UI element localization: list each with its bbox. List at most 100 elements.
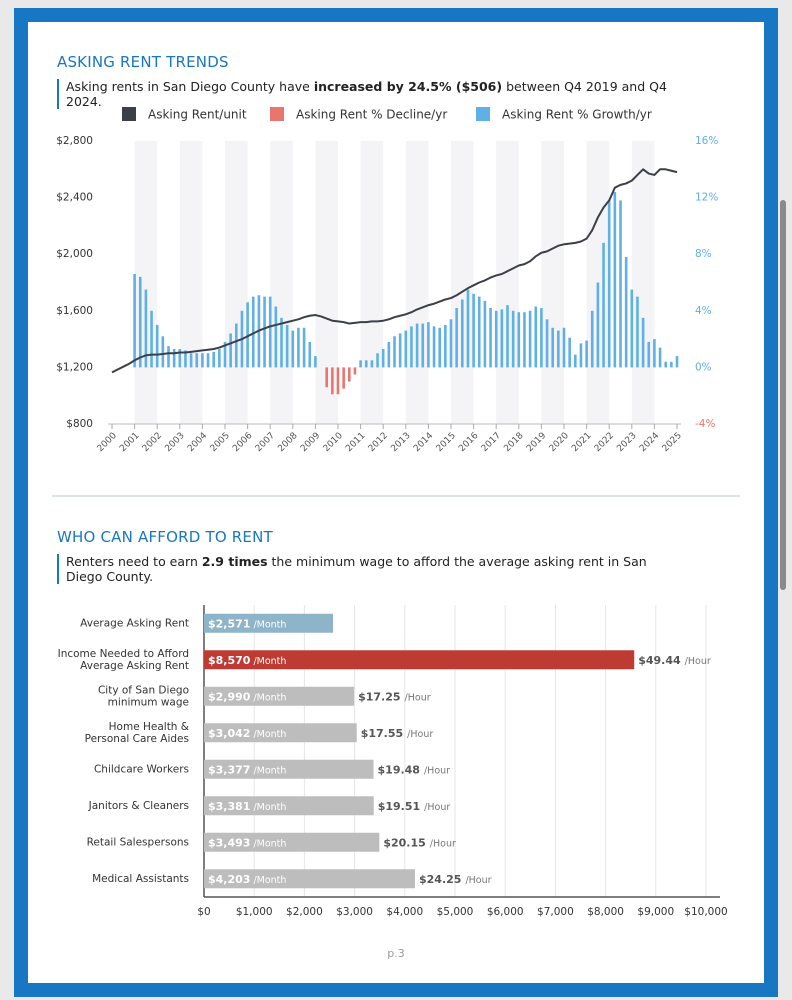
bar [280, 317, 283, 368]
bar [133, 274, 136, 368]
legend-swatch [270, 107, 284, 121]
bar [624, 257, 628, 368]
y-tick-label: $2,000 [56, 248, 93, 260]
x-tick-label: 2006 [231, 431, 254, 454]
hourly-label: $20.15/Hour [383, 836, 456, 849]
bar [342, 367, 345, 389]
bar [551, 327, 554, 368]
y-tick-label: $2,400 [56, 192, 93, 204]
y2-tick-label: 12% [695, 192, 718, 204]
value-label: $3,493/Month [208, 836, 286, 849]
category-label: minimum wage [108, 696, 189, 708]
x-tick-label: 2007 [254, 431, 277, 454]
value: $49.44 [638, 654, 681, 667]
x-tick-label: 2024 [638, 431, 661, 454]
y2-tick-label: -4% [695, 418, 715, 430]
x-tick-label: 2003 [163, 431, 186, 454]
bar [204, 723, 357, 743]
stripe [360, 141, 384, 424]
hourly-label: $49.44/Hour [638, 654, 711, 667]
hourly-label: $17.55/Hour [361, 727, 434, 740]
bar [218, 349, 221, 368]
bar [607, 200, 611, 368]
bar [204, 686, 355, 706]
x-tick-label: 2023 [615, 431, 638, 454]
bar [568, 337, 571, 368]
x-tick-label: 2005 [209, 431, 232, 454]
stripe [225, 141, 248, 424]
hourly-label: $17.25/Hour [358, 690, 431, 703]
value: $24.25 [419, 873, 461, 886]
x-tick-label: 2014 [412, 431, 435, 454]
bar [398, 333, 402, 368]
bar [161, 336, 165, 368]
bar [590, 310, 594, 368]
bar [348, 367, 351, 382]
bar [585, 340, 588, 368]
unit: /Month [253, 655, 286, 666]
bar [438, 327, 441, 368]
unit: /Hour [424, 765, 450, 776]
bar [562, 327, 566, 368]
x-tick-label: $10,000 [684, 906, 727, 918]
x-tick-label: $1,000 [236, 906, 273, 918]
bar [204, 796, 374, 816]
value: $3,042 [208, 727, 250, 740]
x-tick-label: 2004 [186, 431, 209, 454]
value: $17.55 [361, 727, 403, 740]
bar [184, 350, 187, 368]
bar [596, 282, 600, 368]
value-label: $8,570/Month [208, 654, 286, 667]
value: $2,571 [208, 617, 250, 630]
bar [189, 353, 193, 368]
value-label: $2,571/Month [208, 617, 286, 630]
bar [517, 312, 521, 368]
category-label: City of San Diego [98, 684, 189, 696]
bar [204, 759, 374, 779]
unit: /Month [253, 838, 286, 849]
x-tick-label: 2000 [96, 431, 119, 454]
bar [461, 299, 464, 368]
bar [353, 367, 357, 375]
text-bold: increased by 24.5% ($506) [313, 79, 503, 94]
bar [204, 869, 415, 889]
y-tick-label: $2,800 [56, 135, 93, 147]
bar [359, 360, 362, 368]
x-tick-label: 2001 [118, 431, 141, 454]
unit: /Month [253, 728, 286, 739]
x-tick-label: $3,000 [336, 906, 373, 918]
bar [421, 323, 425, 368]
stripe [315, 141, 338, 424]
bar [647, 341, 651, 368]
y-tick-label: $1,600 [56, 305, 93, 317]
bar [670, 361, 673, 368]
bar [285, 324, 289, 368]
bar [246, 302, 249, 368]
category-label: Retail Salespersons [87, 836, 189, 848]
bar [494, 310, 498, 368]
text-bold: 2.9 times [201, 554, 268, 569]
bar [455, 307, 458, 368]
bar [432, 326, 436, 368]
x-tick-label: 2018 [502, 431, 525, 454]
bar [579, 343, 583, 368]
bar [619, 200, 622, 368]
scrollbar[interactable] [780, 200, 786, 590]
section-title: ASKING RENT TRENDS [57, 53, 229, 71]
unit: /Month [253, 801, 286, 812]
bar [477, 296, 481, 368]
bar [500, 309, 504, 368]
bar [404, 330, 408, 368]
category-label: Personal Care Aides [85, 733, 189, 745]
text: between Q4 2019 and Q4 2024. [66, 79, 667, 109]
x-tick-label: $8,000 [587, 906, 624, 918]
x-tick-label: 2015 [435, 431, 458, 454]
x-tick-label: $2,000 [286, 906, 323, 918]
x-tick-label: 2010 [322, 431, 345, 454]
bar [314, 356, 317, 368]
unit: /Hour [424, 801, 450, 812]
bar [658, 347, 662, 368]
bar [201, 353, 204, 368]
bar [274, 306, 278, 368]
